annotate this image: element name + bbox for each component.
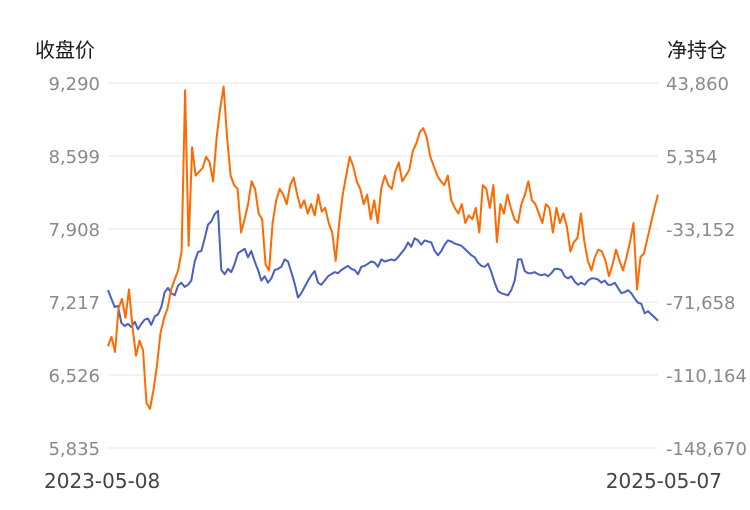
y-left-tick-label: 8,599	[48, 147, 100, 168]
y-left-tick-label: 7,908	[48, 220, 100, 241]
right-axis-title: 净持仓	[667, 38, 727, 62]
y-left-tick-label: 9,290	[48, 74, 100, 95]
series-line-price	[107, 209, 659, 331]
series-line-net-position	[107, 85, 659, 410]
y-right-tick-label: 5,354	[666, 147, 718, 168]
y-left-tick-label: 6,526	[48, 366, 100, 387]
y-right-tick-label: -148,670	[666, 439, 747, 460]
left-axis-title: 收盘价	[35, 38, 95, 62]
y-left-tick-label: 7,217	[48, 293, 100, 314]
y-right-tick-label: -110,164	[666, 366, 747, 387]
y-left-tick-label: 5,835	[48, 439, 100, 460]
y-right-tick-label: -71,658	[666, 293, 735, 314]
x-tick-label: 2023-05-08	[44, 469, 160, 493]
y-right-tick-label: -33,152	[666, 220, 735, 241]
y-right-tick-label: 43,860	[666, 74, 729, 95]
x-tick-label: 2025-05-07	[606, 469, 722, 493]
